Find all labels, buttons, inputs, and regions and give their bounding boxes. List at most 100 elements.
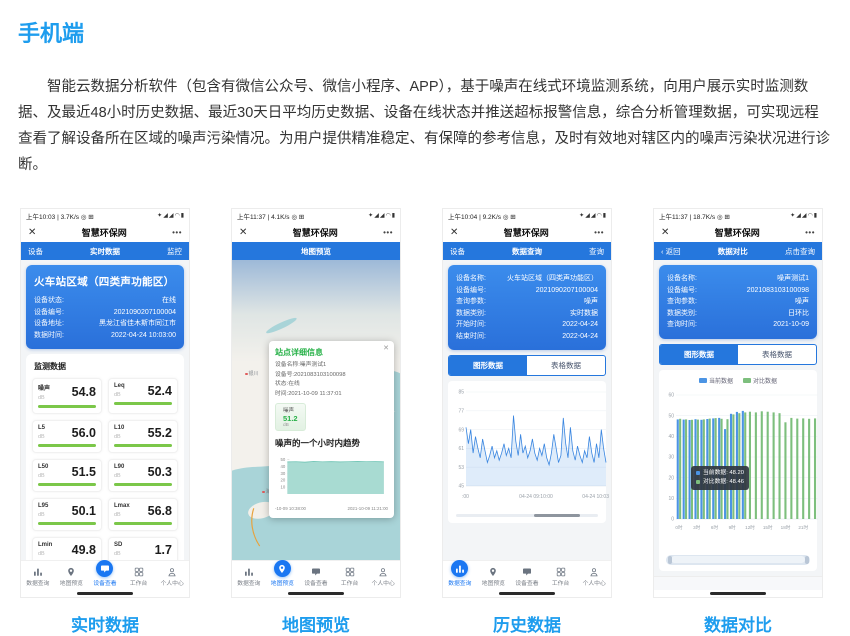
column-comparison: 上午11:37 | 18.7K/s ◎ ⊞ ✦◢◢◠▮ ✕ 智慧环保网 ••• … — [653, 208, 823, 636]
svg-text:3时: 3时 — [693, 524, 701, 530]
nav-device-link[interactable]: 设备 — [28, 246, 43, 256]
tab-chat[interactable]: 设备查看 — [510, 566, 544, 587]
slider-fill — [671, 556, 805, 563]
caption-map: 地图预览 — [282, 616, 350, 635]
close-icon[interactable]: ✕ — [661, 226, 670, 238]
tab-grid[interactable]: 工作台 — [333, 566, 367, 587]
tooltip-line: 对比数据: 48.46 — [696, 478, 744, 487]
nav-query-link[interactable]: 查询 — [589, 246, 604, 256]
tooltip-text: 当前数据: 48.20 — [703, 469, 744, 476]
chart-legend: 当前数据 对比数据 — [663, 376, 813, 385]
tab-person[interactable]: 个人中心 — [577, 566, 611, 587]
tab-bar-chart[interactable]: 数据查询 — [443, 560, 477, 587]
tab-chat[interactable]: 设备查看 — [299, 566, 333, 587]
chart-scrollbar-thumb[interactable] — [534, 514, 580, 517]
metric-cell: SD dB 1.7 — [108, 537, 178, 560]
home-indicator[interactable] — [499, 592, 555, 595]
metric-cell: L50 dB 51.5 — [32, 459, 102, 492]
svg-text:69: 69 — [458, 427, 464, 433]
tab-table-data[interactable]: 表格数据 — [762, 349, 792, 359]
svg-text:40: 40 — [668, 434, 674, 440]
metric-cell: 噪声 dB 54.8 — [32, 378, 102, 414]
metric-value: 54.8 — [71, 385, 96, 399]
svg-text:0: 0 — [671, 516, 674, 522]
info-row: 设备地址: 黑龙江省佳木斯市同江市 — [34, 318, 176, 330]
status-icons: ✦◢◢◠▮ — [156, 212, 184, 219]
badge-name: 噪声 — [283, 408, 295, 414]
tab-chat[interactable]: 设备查看 — [88, 560, 122, 587]
tab-bar-chart[interactable]: 数据查询 — [21, 566, 55, 587]
wifi-icon: ◠ — [385, 213, 391, 219]
tab-graph-data[interactable]: 图形数据 — [660, 344, 738, 364]
nav-device-link[interactable]: 设备 — [450, 246, 465, 256]
tab-map-pin[interactable]: 地图预览 — [266, 560, 300, 587]
more-icon[interactable]: ••• — [805, 227, 815, 237]
chart-scrollbar[interactable] — [456, 514, 598, 517]
metric-name: Lmax — [114, 503, 130, 509]
metric-cell: L90 dB 50.3 — [108, 459, 178, 492]
grid-icon — [555, 566, 566, 577]
more-icon[interactable]: ••• — [383, 227, 393, 237]
tab-grid[interactable]: 工作台 — [544, 566, 578, 587]
info-label: 设备状态: — [34, 297, 64, 304]
close-icon[interactable]: ✕ — [28, 226, 37, 238]
battery-icon: ▮ — [180, 213, 184, 219]
status-icons: ✦◢◢◠▮ — [578, 212, 606, 219]
map-city-label: 银川 — [245, 370, 259, 377]
slider-handle-right[interactable] — [804, 555, 809, 564]
battery-icon: ▮ — [813, 213, 817, 219]
tab-label: 工作台 — [551, 581, 570, 587]
home-indicator[interactable] — [288, 592, 344, 595]
info-value: 火车站区域（四类声功能区） — [507, 275, 598, 282]
tab-map-pin[interactable]: 地图预览 — [477, 566, 511, 587]
metric-unit: dB — [114, 473, 121, 479]
query-info-card: 设备名称: 火车站区域（四类声功能区） 设备编号: 2021090207100004 查… — [448, 265, 606, 350]
tab-person[interactable]: 个人中心 — [366, 566, 400, 587]
tab-bar-chart[interactable]: 数据查询 — [232, 566, 266, 587]
info-row: 设备名称: 火车站区域（四类声功能区） — [456, 273, 598, 285]
nav-monitor-link[interactable]: 监控 — [167, 246, 182, 256]
query-button[interactable]: 点击查询 — [785, 246, 815, 256]
home-indicator[interactable] — [710, 592, 766, 595]
signal-sim2-icon: ◢ — [168, 213, 174, 219]
trend-x-right: 2021-10-09 11:21:00 — [347, 506, 388, 511]
home-bar — [232, 590, 400, 597]
chat-icon — [96, 560, 114, 577]
svg-text:20: 20 — [668, 475, 674, 481]
home-indicator[interactable] — [77, 592, 133, 595]
svg-text:30: 30 — [280, 471, 285, 476]
svg-text:30: 30 — [668, 454, 674, 460]
trend-title: 噪声的一个小时内趋势 — [275, 438, 361, 448]
tab-table-data[interactable]: 表格数据 — [551, 361, 581, 370]
home-bar — [443, 590, 611, 597]
close-icon[interactable]: ✕ — [239, 226, 248, 238]
status-time: 上午11:37 | 18.7K/s ◎ ⊞ — [659, 213, 730, 221]
slider-handle-left[interactable] — [667, 555, 672, 564]
status-time: 上午10:04 | 9.2K/s ◎ ⊞ — [448, 213, 516, 221]
more-icon[interactable]: ••• — [594, 227, 604, 237]
info-value: 在线 — [162, 297, 176, 304]
caption-realtime: 实时数据 — [71, 616, 139, 635]
svg-text:12时: 12时 — [745, 524, 755, 530]
tab-person[interactable]: 个人中心 — [155, 566, 189, 587]
chart-range-slider[interactable] — [666, 554, 810, 565]
wifi-icon: ◠ — [596, 213, 602, 219]
history-line-chart[interactable]: 85 77 69 61 53 45:00 04-24 09:10:00 04-24 10:03 — [452, 386, 610, 506]
metric-unit: dB — [114, 551, 121, 557]
close-icon[interactable]: ✕ — [450, 226, 459, 238]
close-icon[interactable]: ✕ — [383, 345, 389, 352]
coast-road — [251, 508, 261, 547]
metric-cell: L10 dB 55.2 — [108, 420, 178, 453]
tab-grid[interactable]: 工作台 — [122, 566, 156, 587]
metrics-header: 监测数据 — [34, 362, 66, 371]
tab-graph-data[interactable]: 图形数据 — [449, 356, 527, 375]
tab-map-pin[interactable]: 地图预览 — [55, 566, 89, 587]
svg-text::00: :00 — [462, 494, 469, 500]
map-view[interactable]: 银川沈阳海口香港 站点详细信息 ✕ 设备名称:噪声测试1设备号:20210831… — [232, 260, 400, 560]
metric-level-bar — [114, 444, 172, 447]
tab-label: 设备查看 — [515, 581, 539, 587]
more-icon[interactable]: ••• — [172, 227, 182, 237]
info-row: 设备编号: 2021090207100004 — [456, 285, 598, 297]
back-button[interactable]: ‹ 返回 — [661, 246, 681, 256]
status-time: 上午10:03 | 3.7K/s ◎ ⊞ — [26, 213, 94, 221]
